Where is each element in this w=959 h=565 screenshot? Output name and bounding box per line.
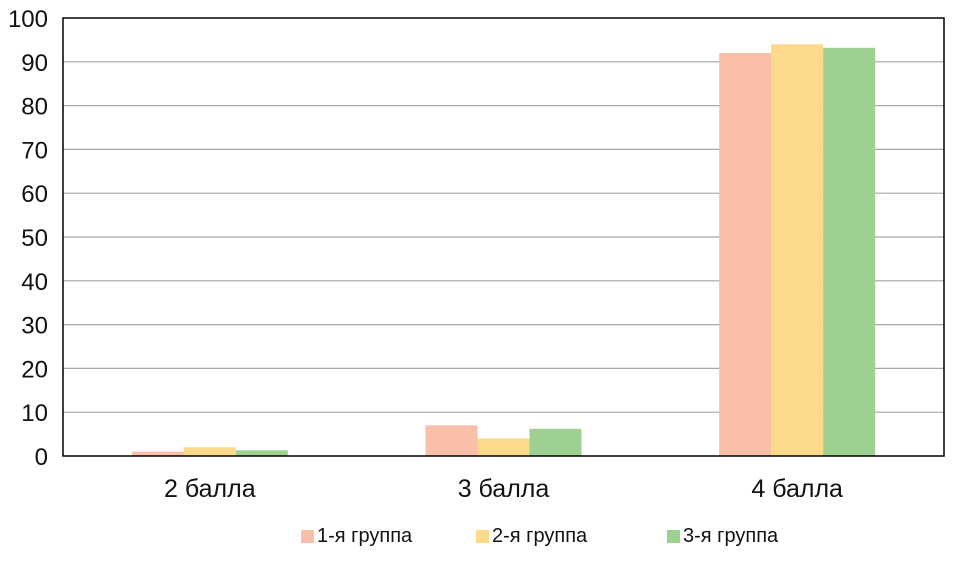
bar-2-2: [477, 438, 530, 456]
legend: 1-я группа 2-я группа 3-я группа: [301, 525, 779, 547]
bars: [131, 44, 876, 457]
y-tick-labels: 0 10 20 30 40 50 60 70 80 90 100: [8, 6, 48, 471]
gridlines: [63, 61, 944, 413]
bar-1-2: [425, 425, 478, 456]
legend-swatch: [476, 530, 489, 543]
y-tick-label: 80: [21, 94, 48, 121]
axes: [62, 17, 945, 457]
y-tick-label: 10: [21, 400, 48, 427]
x-category-labels: 2 балла 3 балла 4 балла: [164, 475, 843, 503]
y-tick-label: 100: [8, 6, 48, 33]
x-category-label: 2 балла: [164, 475, 256, 503]
y-tick-label: 90: [21, 50, 48, 77]
bar-1-3: [719, 53, 772, 456]
bar-2-3: [771, 44, 824, 456]
bar-3-1: [235, 450, 288, 456]
y-tick-label: 50: [21, 225, 48, 252]
y-tick-label: 0: [35, 444, 48, 471]
y-tick-label: 20: [21, 356, 48, 383]
y-tick-label: 40: [21, 269, 48, 296]
y-tick-label: 30: [21, 313, 48, 340]
y-tick-label: 70: [21, 137, 48, 164]
bar-3-2: [529, 428, 582, 456]
x-category-label: 3 балла: [458, 475, 550, 503]
legend-swatch: [667, 530, 680, 543]
y-tick-label: 60: [21, 181, 48, 208]
legend-swatch: [301, 530, 314, 543]
plot-frame: [62, 17, 945, 457]
bar-3-3: [823, 47, 876, 457]
legend-label: 1-я группа: [317, 525, 413, 547]
legend-label: 2-я группа: [492, 525, 588, 547]
bar-1-1: [131, 451, 184, 456]
x-category-label: 4 балла: [751, 475, 843, 503]
legend-label: 3-я группа: [683, 525, 779, 547]
bar-2-1: [183, 447, 236, 456]
